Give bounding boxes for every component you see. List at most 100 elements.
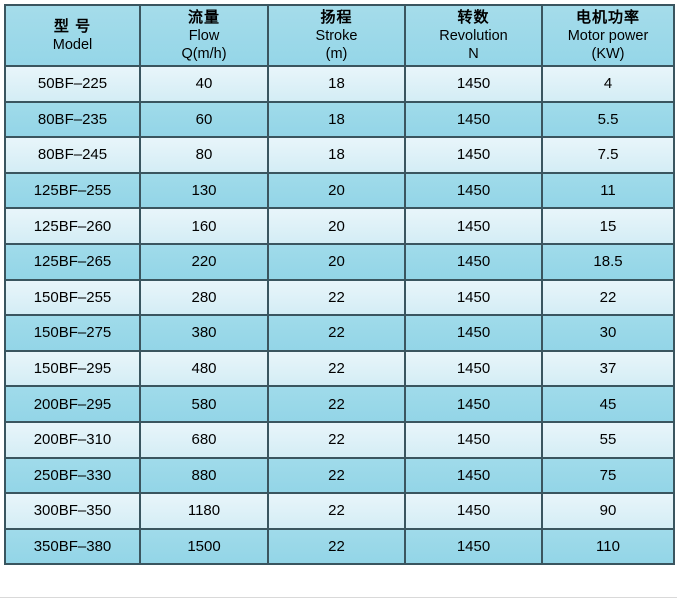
model-cell: 150BF–255	[4, 278, 141, 317]
header-row: 型 号 Model 流量 Flow Q(m/h) 扬程 Stroke (m) 转…	[4, 4, 675, 67]
stroke-cell: 22	[267, 456, 406, 495]
header-stroke-en: Stroke	[315, 28, 358, 44]
model-cell: 150BF–295	[4, 349, 141, 388]
revolution-cell: 1450	[404, 385, 543, 423]
flow-cell: 380	[139, 314, 269, 352]
stroke-cell: 22	[267, 420, 406, 459]
flow-cell: 1180	[139, 492, 269, 530]
model-cell: 80BF–245	[4, 136, 141, 174]
flow-cell: 1500	[139, 527, 269, 566]
flow-cell: 60	[139, 100, 269, 139]
power-cell: 4	[541, 65, 675, 103]
header-stroke-zh: 扬程	[320, 9, 353, 26]
table-row: 150BF–255 280 22 1450 22	[4, 278, 675, 317]
table-row: 125BF–260 160 20 1450 15	[4, 207, 675, 245]
power-cell: 7.5	[541, 136, 675, 174]
power-cell: 30	[541, 314, 675, 352]
stroke-cell: 22	[267, 527, 406, 566]
stroke-cell: 18	[267, 136, 406, 174]
stroke-cell: 22	[267, 314, 406, 352]
model-cell: 150BF–275	[4, 314, 141, 352]
header-flow: 流量 Flow Q(m/h)	[139, 4, 269, 67]
table-row: 150BF–295 480 22 1450 37	[4, 349, 675, 388]
header-stroke: 扬程 Stroke (m)	[267, 4, 406, 67]
power-cell: 110	[541, 527, 675, 566]
power-cell: 37	[541, 349, 675, 388]
flow-cell: 480	[139, 349, 269, 388]
revolution-cell: 1450	[404, 349, 543, 388]
revolution-cell: 1450	[404, 492, 543, 530]
model-cell: 200BF–310	[4, 420, 141, 459]
header-flow-zh: 流量	[187, 9, 220, 26]
page-bottom-edge	[0, 597, 677, 598]
table-row: 50BF–225 40 18 1450 4	[4, 65, 675, 103]
stroke-cell: 18	[267, 65, 406, 103]
model-cell: 125BF–260	[4, 207, 141, 245]
model-cell: 50BF–225	[4, 65, 141, 103]
header-motor-power-en: Motor power	[567, 28, 649, 44]
flow-cell: 580	[139, 385, 269, 423]
revolution-cell: 1450	[404, 65, 543, 103]
flow-cell: 80	[139, 136, 269, 174]
stroke-cell: 20	[267, 207, 406, 245]
table-row: 125BF–255 130 20 1450 11	[4, 171, 675, 210]
revolution-cell: 1450	[404, 314, 543, 352]
model-cell: 125BF–265	[4, 242, 141, 281]
flow-cell: 680	[139, 420, 269, 459]
stroke-cell: 20	[267, 171, 406, 210]
revolution-cell: 1450	[404, 242, 543, 281]
header-revolution-en: Revolution	[439, 28, 508, 44]
table-row: 125BF–265 220 20 1450 18.5	[4, 242, 675, 281]
model-cell: 80BF–235	[4, 100, 141, 139]
table-row: 150BF–275 380 22 1450 30	[4, 314, 675, 352]
header-model-en: Model	[52, 37, 93, 53]
revolution-cell: 1450	[404, 100, 543, 139]
table-row: 200BF–310 680 22 1450 55	[4, 420, 675, 459]
model-cell: 350BF–380	[4, 527, 141, 566]
power-cell: 18.5	[541, 242, 675, 281]
power-cell: 5.5	[541, 100, 675, 139]
power-cell: 11	[541, 171, 675, 210]
stroke-cell: 22	[267, 492, 406, 530]
header-model-zh: 型 号	[53, 18, 92, 35]
power-cell: 15	[541, 207, 675, 245]
revolution-cell: 1450	[404, 207, 543, 245]
revolution-cell: 1450	[404, 456, 543, 495]
power-cell: 75	[541, 456, 675, 495]
flow-cell: 130	[139, 171, 269, 210]
header-flow-unit: Q(m/h)	[181, 46, 227, 62]
header-motor-power-zh: 电机功率	[575, 9, 640, 26]
header-flow-en: Flow	[188, 28, 220, 44]
revolution-cell: 1450	[404, 420, 543, 459]
power-cell: 90	[541, 492, 675, 530]
table-row: 80BF–235 60 18 1450 5.5	[4, 100, 675, 139]
header-revolution-zh: 转数	[457, 9, 490, 26]
revolution-cell: 1450	[404, 171, 543, 210]
header-motor-power: 电机功率 Motor power (KW)	[541, 4, 675, 67]
revolution-cell: 1450	[404, 527, 543, 566]
pump-spec-table: 型 号 Model 流量 Flow Q(m/h) 扬程 Stroke (m) 转…	[4, 4, 675, 566]
revolution-cell: 1450	[404, 278, 543, 317]
flow-cell: 880	[139, 456, 269, 495]
table-row: 300BF–350 1180 22 1450 90	[4, 492, 675, 530]
table-row: 350BF–380 1500 22 1450 110	[4, 527, 675, 566]
header-motor-power-unit: (KW)	[591, 46, 625, 62]
header-stroke-unit: (m)	[325, 46, 348, 62]
model-cell: 250BF–330	[4, 456, 141, 495]
header-revolution-unit: N	[468, 46, 479, 62]
flow-cell: 160	[139, 207, 269, 245]
table-row: 80BF–245 80 18 1450 7.5	[4, 136, 675, 174]
stroke-cell: 18	[267, 100, 406, 139]
power-cell: 45	[541, 385, 675, 423]
revolution-cell: 1450	[404, 136, 543, 174]
flow-cell: 40	[139, 65, 269, 103]
power-cell: 55	[541, 420, 675, 459]
stroke-cell: 20	[267, 242, 406, 281]
header-model: 型 号 Model	[4, 4, 141, 67]
flow-cell: 220	[139, 242, 269, 281]
stroke-cell: 22	[267, 385, 406, 423]
header-revolution: 转数 Revolution N	[404, 4, 543, 67]
model-cell: 200BF–295	[4, 385, 141, 423]
table-row: 200BF–295 580 22 1450 45	[4, 385, 675, 423]
